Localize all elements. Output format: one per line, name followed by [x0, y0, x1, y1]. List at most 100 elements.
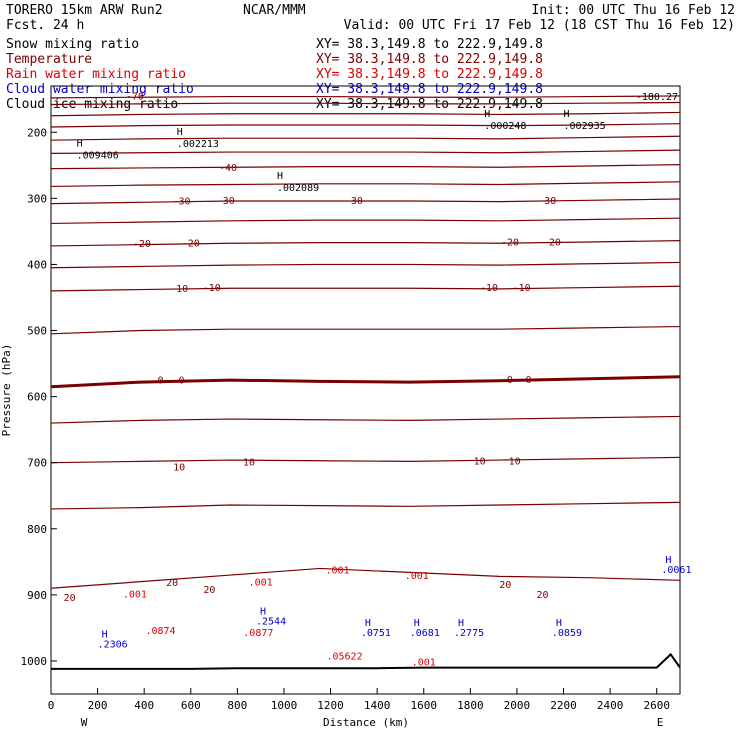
y-tick-label: 1000 — [21, 655, 48, 668]
forecast-hour: Fcst. 24 h — [6, 18, 84, 33]
isotherm--50 — [50, 135, 681, 141]
isotherm--45 — [50, 149, 681, 155]
isotherm-label: -10 — [170, 284, 188, 295]
isotherm--30 — [50, 198, 681, 205]
isotherm--40 — [50, 164, 681, 170]
rain-label: .05622 — [326, 652, 362, 663]
y-tick-label: 200 — [27, 126, 47, 139]
y-tick-label: 500 — [27, 325, 47, 338]
isotherm--20 — [50, 240, 681, 247]
legend-xy-0: XY= 38.3,149.8 to 222.9,149.8 — [316, 37, 543, 52]
isotherm-label: -40 — [219, 163, 237, 174]
x-tick-label: 1000 — [271, 699, 298, 712]
isotherm--35 — [50, 181, 681, 188]
legend-xy-2: XY= 38.3,149.8 to 222.9,149.8 — [316, 67, 543, 82]
snow-max-value: .002213 — [177, 139, 219, 150]
isotherm-label: -20 — [543, 238, 561, 249]
legend-entry-2: Rain water mixing ratio — [6, 67, 186, 82]
terrain-line — [51, 652, 681, 670]
x-tick-label: 2200 — [550, 699, 577, 712]
isotherm-10 — [50, 456, 681, 464]
isotherm-15 — [50, 501, 681, 510]
x-tick-label: 0 — [48, 699, 55, 712]
cloud-water-max-value: .0681 — [410, 628, 440, 639]
isotherm--15 — [50, 261, 681, 269]
model-title: TORERO 15km ARW Run2 — [6, 3, 163, 18]
isotherm-label: -30 — [345, 196, 363, 207]
x-tick-label: 1600 — [410, 699, 437, 712]
x-tick-label: 2000 — [504, 699, 531, 712]
isotherm-label: 0 — [157, 376, 163, 387]
plot-area: -70 -40 -30 -30 -30 -30 -20 -20 -20 -20 -10 -10 -10 -… — [50, 92, 691, 670]
legend-entry-3: Cloud water mixing ratio — [6, 82, 194, 97]
isotherm-label: 20 — [499, 580, 511, 591]
x-tick-label: 800 — [227, 699, 247, 712]
x-tick-label: 1800 — [457, 699, 484, 712]
top-corner-value: -180.27 — [636, 92, 678, 103]
isotherm-label: -20 — [133, 239, 151, 250]
x-axis-label: Distance (km) — [323, 716, 409, 729]
legend-xy-4: XY= 38.3,149.8 to 222.9,149.8 — [316, 97, 543, 112]
isotherm--60 — [50, 111, 681, 117]
snow-max-marker: H — [564, 109, 570, 120]
x-tick-label: 1400 — [364, 699, 391, 712]
x-tick-label: 1200 — [317, 699, 344, 712]
rain-label: .001 — [405, 571, 429, 582]
isotherm-label: -10 — [480, 283, 498, 294]
plot-frame — [50, 85, 681, 695]
isotherm--10 — [50, 285, 681, 292]
org-label: NCAR/MMM — [243, 3, 306, 18]
isotherm-20 — [50, 567, 681, 589]
isotherm-label: 20 — [166, 578, 178, 589]
x-tick-label: 200 — [88, 699, 108, 712]
isotherm--70 — [50, 95, 681, 99]
rain-label: .001 — [412, 658, 436, 669]
legend-entry-1: Temperature — [6, 52, 92, 67]
cloud-water-max-value: .2306 — [98, 640, 128, 651]
east-label: E — [657, 716, 664, 729]
rain-label: .001 — [325, 566, 349, 577]
isotherm-label: -30 — [172, 197, 190, 208]
isotherm-label: -30 — [217, 196, 235, 207]
isotherm--25 — [50, 217, 681, 225]
isotherm-label: 0 — [526, 375, 532, 386]
isotherm-label: 10 — [474, 456, 486, 467]
x-tick-label: 400 — [134, 699, 154, 712]
isotherm--55 — [50, 123, 681, 128]
y-tick-label: 900 — [27, 589, 47, 602]
cloud-water-max-marker: H — [365, 618, 371, 629]
legend-xy-3: XY= 38.3,149.8 to 222.9,149.8 — [316, 82, 543, 97]
cloud-water-max-value: .2544 — [256, 617, 286, 628]
y-tick-label: 400 — [27, 258, 47, 271]
axes: 0 200 400 600 800 1000 1200 1400 1600 1800 2000 220… — [21, 126, 670, 712]
cloud-water-max-marker: H — [414, 618, 420, 629]
cloud-water-max-marker: H — [556, 618, 562, 629]
isotherm-label: 10 — [509, 456, 521, 467]
isotherm-label: 20 — [537, 590, 549, 601]
snow-max-value: .002089 — [277, 183, 319, 194]
isotherm-label: 0 — [178, 376, 184, 387]
cloud-water-max-value: .0751 — [361, 628, 391, 639]
snow-max-marker: H — [484, 109, 490, 120]
isotherm--5 — [50, 325, 681, 335]
isotherm-label: -20 — [182, 238, 200, 249]
isotherm-label: 10 — [173, 462, 185, 473]
cloud-water-max-value: .0061 — [661, 565, 691, 576]
cloud-water-max-marker: H — [102, 630, 108, 641]
cloud-water-max-marker: H — [665, 555, 671, 566]
snow-max-value: .000248 — [484, 121, 526, 132]
isotherm-label: 0 — [507, 375, 513, 386]
y-axis-label: Pressure (hPa) — [0, 344, 13, 437]
isotherm-label: -10 — [203, 283, 221, 294]
rain-label: .0874 — [145, 626, 175, 637]
init-time: Init: 00 UTC Thu 16 Feb 12 — [532, 3, 736, 18]
rain-label: .0877 — [243, 628, 273, 639]
x-tick-label: 2600 — [643, 699, 670, 712]
valid-time: Valid: 00 UTC Fri 17 Feb 12 (18 CST Thu … — [344, 18, 735, 33]
snow-max-value: .009406 — [77, 151, 119, 162]
x-tick-label: 2400 — [597, 699, 624, 712]
isotherm-label: -70 — [126, 92, 144, 103]
isotherm--65 — [50, 101, 681, 106]
west-label: W — [81, 716, 88, 729]
